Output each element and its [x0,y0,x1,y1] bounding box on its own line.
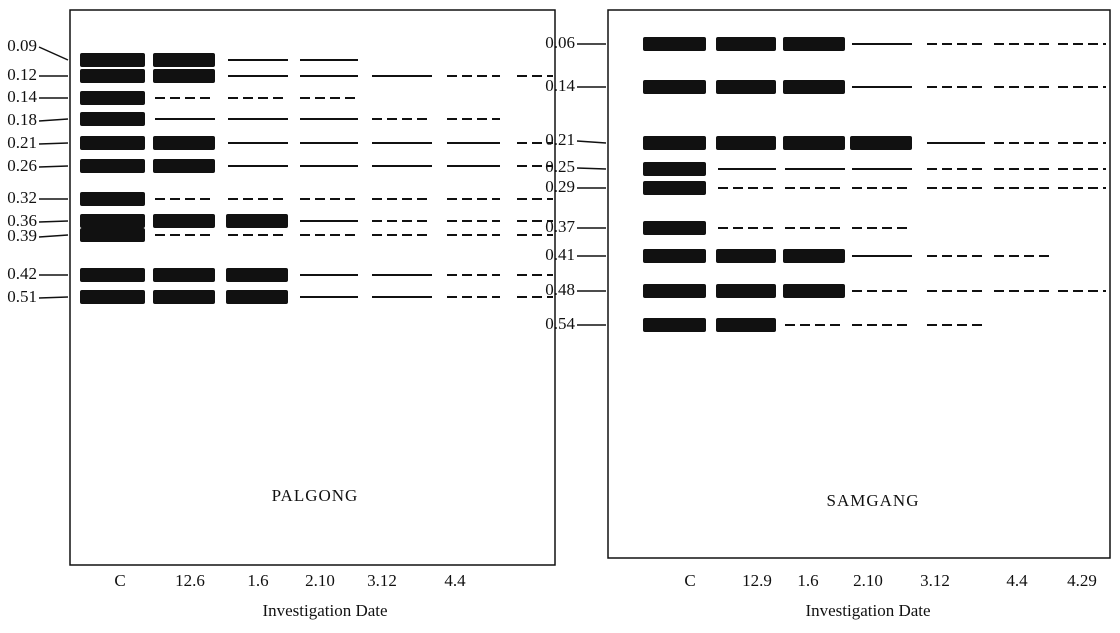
rf-label: 0.21 [7,133,37,152]
panel-title: PALGONG [272,486,359,505]
rf-label: 0.12 [7,65,37,84]
rf-tick [577,168,606,169]
lane-label: 2.10 [305,571,335,590]
band-thick [643,284,706,298]
rf-label: 0.29 [545,177,575,196]
rf-tick [39,47,68,60]
lane-label: 4.29 [1067,571,1097,590]
band-thick [153,53,215,67]
band-thick [643,221,706,235]
band-thick [226,290,288,304]
lane-label: 4.4 [1006,571,1028,590]
rf-label: 0.14 [7,87,37,106]
lane-label: 12.9 [742,571,772,590]
band-thick [80,214,145,228]
rf-label: 0.51 [7,287,37,306]
rf-label: 0.32 [7,188,37,207]
band-thick [153,290,215,304]
rf-label: 0.42 [7,264,37,283]
lane-label: 2.10 [853,571,883,590]
rf-tick [39,235,68,237]
rf-tick [39,221,68,222]
rf-tick [39,119,68,121]
band-thick [80,112,145,126]
band-thick [153,136,215,150]
rf-label: 0.14 [545,76,575,95]
rf-label: 0.25 [545,157,575,176]
band-thick [783,136,845,150]
band-thick [226,268,288,282]
lane-label: 4.4 [444,571,466,590]
band-thick [80,91,145,105]
rf-label: 0.41 [545,245,575,264]
band-thick [80,53,145,67]
band-thick [783,249,845,263]
rf-tick [39,166,68,167]
zymogram-figure: PALGONG Investigation Date C 12.6 1.6 2.10 3.1… [0,0,1120,633]
x-axis-label: Investigation Date [805,601,930,620]
rf-label: 0.18 [7,110,37,129]
band-thick [643,136,706,150]
band-thick [716,37,776,51]
rf-label: 0.06 [545,33,575,52]
band-thick [850,136,912,150]
band-thick [643,249,706,263]
band-thick [153,159,215,173]
band-thick [643,318,706,332]
rf-label: 0.09 [7,36,37,55]
band-thick [783,284,845,298]
band-thick [153,268,215,282]
lane-label: 12.6 [175,571,205,590]
rf-label: 0.48 [545,280,575,299]
rf-tick [577,141,606,143]
band-thick [153,214,215,228]
panel-title: SAMGANG [827,491,920,510]
band-thick [716,80,776,94]
band-thick [153,69,215,83]
lane-label: 1.6 [247,571,268,590]
band-thick [80,290,145,304]
band-thick [80,268,145,282]
rf-tick [39,297,68,298]
rf-label: 0.39 [7,226,37,245]
band-thick [783,37,845,51]
band-thick [80,136,145,150]
band-thick [80,159,145,173]
x-axis-label: Investigation Date [262,601,387,620]
band-thick [80,228,145,242]
lane-label: C [684,571,695,590]
rf-tick [39,143,68,144]
band-thick [80,69,145,83]
band-thick [643,80,706,94]
rf-label: 0.21 [545,130,575,149]
band-thick [643,37,706,51]
rf-label: 0.37 [545,217,575,236]
rf-label: 0.54 [545,314,575,333]
band-thick [716,284,776,298]
lane-label: C [114,571,125,590]
band-thick [716,136,776,150]
band-thick [80,192,145,206]
lane-label: 3.12 [367,571,397,590]
rf-label: 0.26 [7,156,37,175]
band-thick [226,214,288,228]
band-thick [783,80,845,94]
lane-label: 1.6 [797,571,818,590]
band-thick [643,181,706,195]
lane-label: 3.12 [920,571,950,590]
band-thick [643,162,706,176]
band-thick [716,318,776,332]
band-thick [716,249,776,263]
